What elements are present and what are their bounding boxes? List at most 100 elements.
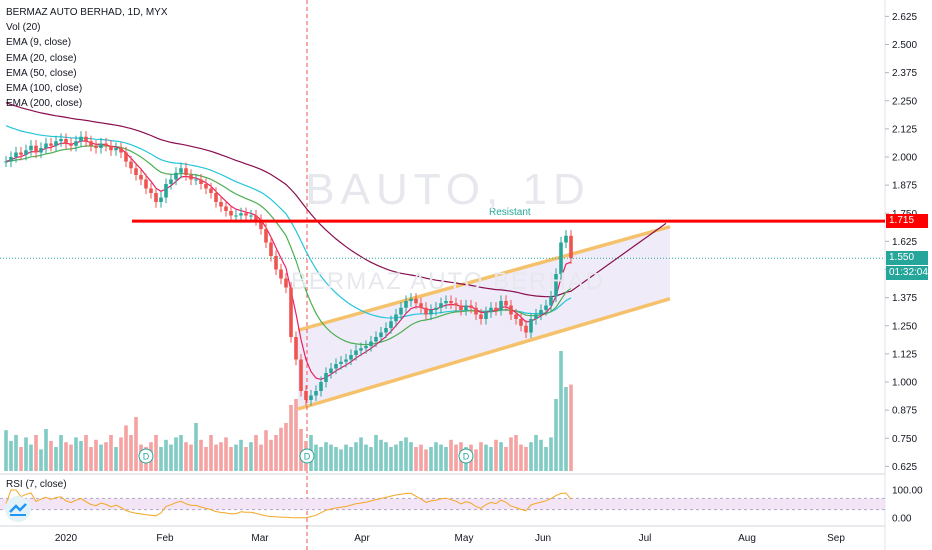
rsi-label[interactable]: RSI (7, close)	[6, 479, 67, 490]
candle-body	[64, 139, 68, 144]
candle-body	[309, 395, 313, 400]
price-tick-label: 0.875	[892, 406, 917, 417]
volume-bar	[124, 425, 128, 471]
candle-body	[124, 152, 128, 162]
candle-body	[514, 314, 518, 319]
legend-ema-9[interactable]: EMA (9, close)	[6, 37, 72, 49]
legend-ema-20[interactable]: EMA (20, close)	[6, 52, 77, 64]
candle-body	[49, 143, 53, 146]
volume-bar	[404, 437, 408, 471]
candle-body	[394, 314, 398, 322]
candle-body	[534, 314, 538, 319]
tradingview-logo-icon	[9, 503, 27, 516]
volume-bar	[364, 444, 368, 471]
volume-bar	[234, 444, 238, 471]
legend-vol[interactable]: Vol (20)	[6, 22, 41, 34]
candle-body	[4, 161, 8, 163]
candle-body	[294, 337, 298, 360]
candle-body	[334, 364, 338, 369]
candle-body	[244, 213, 248, 216]
volume-bar	[244, 447, 248, 471]
rsi-tick-label: 100.00	[892, 486, 923, 497]
candle-body	[29, 145, 33, 151]
candle-body	[389, 321, 393, 328]
volume-bar	[174, 437, 178, 471]
volume-bar	[204, 447, 208, 471]
volume-bar	[524, 447, 528, 471]
volume-bar	[284, 423, 288, 471]
channel-fill	[298, 226, 670, 409]
dividend-marker	[138, 448, 154, 464]
candle-body	[349, 355, 353, 360]
volume-bar	[29, 444, 33, 471]
price-tick-label: 1.625	[892, 237, 917, 248]
volume-bar	[324, 442, 328, 471]
volume-bar	[219, 442, 223, 471]
volume-bar	[549, 437, 553, 471]
volume-bar	[49, 441, 53, 471]
volume-bar	[349, 447, 353, 471]
candle-body	[489, 307, 493, 313]
candle-body	[544, 305, 548, 310]
legend-ema-200[interactable]: EMA (200, close)	[6, 98, 83, 110]
volume-bar	[494, 439, 498, 471]
volume-bar	[264, 430, 268, 471]
volume-bar	[54, 447, 58, 471]
legend-ema-50[interactable]: EMA (50, close)	[6, 67, 77, 79]
candle-body	[494, 307, 498, 310]
candle-body	[109, 145, 113, 151]
volume-bar	[519, 444, 523, 471]
volume-bar	[374, 435, 378, 471]
legend-ema-100[interactable]: EMA (100, close)	[6, 83, 83, 95]
resistance-annotation: Resistant	[489, 207, 531, 218]
volume-bar	[384, 442, 388, 471]
ema-200-line	[5, 102, 667, 298]
legend-symbol[interactable]: BERMAZ AUTO BERHAD, 1D, MYX	[6, 7, 168, 18]
candle-body	[139, 175, 143, 180]
candle-body	[504, 301, 508, 306]
tradingview-logo[interactable]	[5, 496, 31, 522]
resistance-price-tag: 1.715	[886, 214, 928, 228]
channel-upper-line	[297, 225, 671, 332]
candle-body	[439, 303, 443, 308]
candle-body	[379, 332, 383, 337]
candle-body	[414, 298, 418, 304]
time-tick-label: Jul	[639, 533, 652, 544]
volume-bar	[79, 441, 83, 471]
volume-bar	[359, 437, 363, 471]
volume-bar	[184, 442, 188, 471]
candle-body	[524, 325, 528, 333]
candle-body	[264, 229, 268, 243]
volume-bar	[504, 447, 508, 471]
candle-body	[69, 143, 73, 146]
volume-bar	[89, 447, 93, 471]
price-tick-label: 1.375	[892, 293, 917, 304]
volume-bar	[254, 435, 258, 471]
candle-body	[94, 145, 98, 148]
candle-body	[549, 296, 553, 306]
volume-bar	[389, 447, 393, 471]
volume-bar	[569, 384, 573, 471]
candle-body	[119, 148, 123, 153]
last-price-tag: 1.550	[886, 251, 928, 265]
rsi-tick-label: 0.00	[892, 514, 912, 525]
volume-bar	[369, 447, 373, 471]
price-tick-label: 2.500	[892, 40, 917, 51]
volume-bar	[474, 449, 478, 471]
candle-body	[164, 184, 168, 198]
volume-bar	[314, 444, 318, 471]
volume-bar	[289, 405, 293, 471]
candle-body	[469, 305, 473, 308]
price-tick-label: 1.875	[892, 181, 917, 192]
channel-lower-line	[297, 297, 671, 411]
volume-bar	[484, 444, 488, 471]
volume-bar	[44, 429, 48, 471]
volume-bar	[129, 435, 133, 471]
volume-bar	[164, 439, 168, 471]
volume-bar	[249, 442, 253, 471]
volume-bar	[454, 444, 458, 471]
candle-body	[214, 193, 218, 202]
candle-body	[219, 202, 223, 207]
dividend-marker	[458, 448, 474, 464]
